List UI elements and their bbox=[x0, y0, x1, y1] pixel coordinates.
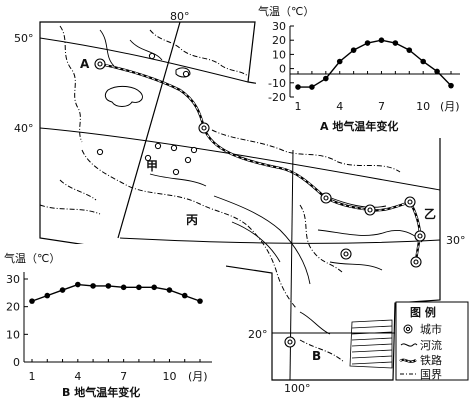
chart-b-point bbox=[90, 283, 96, 289]
chart-a-ytick-label: 10 bbox=[272, 48, 286, 61]
chart-a-ytick-label: -20 bbox=[268, 91, 286, 104]
lake bbox=[104, 85, 143, 107]
chart-a-point bbox=[336, 58, 343, 65]
chart-b-point bbox=[136, 284, 142, 291]
lat-label-40: 40° bbox=[14, 122, 34, 135]
chart-b-ytick-label: 0 bbox=[13, 356, 20, 369]
chart-a-bg bbox=[256, 0, 473, 138]
chart-b-ytick-label: 30 bbox=[6, 273, 20, 286]
point-label-yi: 乙 bbox=[424, 207, 436, 221]
chart-b-point bbox=[197, 298, 203, 304]
lat-label-20: 20° bbox=[248, 328, 268, 341]
legend-box bbox=[395, 301, 469, 381]
chart-a-point bbox=[448, 82, 454, 89]
chart-b-ytick-label: 20 bbox=[6, 301, 20, 314]
legend: 图 例 城市 河流 铁路 国界 bbox=[395, 301, 469, 381]
chart-a-point bbox=[309, 84, 315, 90]
chart-a-point bbox=[420, 58, 426, 65]
chart-b-ytick-label: 10 bbox=[6, 328, 20, 341]
chart-b-point bbox=[181, 292, 188, 299]
chart-b-point bbox=[29, 298, 35, 304]
chart-b-xtick-label: 4 bbox=[74, 370, 81, 383]
lon-label-100: 100° bbox=[284, 382, 311, 395]
lat-line-30 bbox=[119, 237, 441, 244]
chart-b: 气温（℃） 30 20 10 0 1 4 7 10 (月) B 地气温年变化 bbox=[0, 244, 226, 402]
chart-a-ytick-label: -10 bbox=[268, 77, 286, 90]
chart-a-point bbox=[406, 47, 413, 53]
lon-label-80: 80° bbox=[170, 10, 190, 23]
point-label-jia: 甲 bbox=[146, 159, 158, 173]
chart-b-caption: B 地气温年变化 bbox=[62, 385, 140, 399]
chart-b-xtick-label: 7 bbox=[120, 370, 127, 383]
point-label-b: B bbox=[312, 349, 321, 363]
chart-a-point bbox=[295, 84, 301, 90]
legend-label-city: 城市 bbox=[420, 322, 442, 336]
legend-title: 图 例 bbox=[410, 305, 436, 319]
chart-a-point bbox=[350, 47, 357, 53]
legend-label-border: 国界 bbox=[420, 368, 442, 381]
chart-a-xtick-label: 10 bbox=[416, 100, 430, 113]
chart-b-x-unit: (月) bbox=[188, 370, 208, 383]
railway-icon bbox=[399, 358, 417, 363]
hatched-region bbox=[349, 319, 393, 369]
chart-a-title: 气温（℃） bbox=[258, 4, 314, 18]
legend-label-river: 河流 bbox=[420, 338, 442, 352]
chart-a-xtick-label: 4 bbox=[336, 100, 343, 113]
chart-a-ytick-label: 0 bbox=[279, 63, 286, 76]
lat-line-50 bbox=[39, 37, 249, 83]
chart-b-point bbox=[120, 284, 127, 291]
legend-label-railway: 铁路 bbox=[420, 354, 442, 367]
chart-a-point bbox=[434, 68, 440, 75]
chart-a-xtick-label: 7 bbox=[378, 100, 385, 113]
city-icon bbox=[403, 324, 413, 334]
chart-a-caption: A 地气温年变化 bbox=[320, 119, 398, 133]
chart-a-ytick-label: 20 bbox=[272, 34, 286, 47]
chart-b-point bbox=[44, 292, 51, 299]
lat-label-50: 50° bbox=[14, 32, 34, 45]
chart-b-point bbox=[151, 284, 157, 291]
chart-a-point bbox=[323, 75, 329, 82]
cities bbox=[94, 58, 426, 348]
river-icon bbox=[400, 343, 418, 347]
small-towns bbox=[96, 52, 198, 176]
chart-b-point bbox=[166, 287, 173, 293]
chart-b-title: 气温（℃） bbox=[4, 251, 60, 265]
chart-b-point bbox=[75, 281, 81, 288]
borders bbox=[39, 25, 401, 363]
chart-a-x-unit: (月) bbox=[440, 100, 460, 113]
lat-label-30: 30° bbox=[446, 234, 466, 247]
point-label-bing: 丙 bbox=[186, 213, 198, 227]
point-label-a: A bbox=[80, 57, 90, 71]
chart-b-xtick-label: 1 bbox=[29, 370, 36, 383]
lon-line-80 bbox=[117, 21, 181, 239]
hatch-lines bbox=[351, 325, 393, 365]
chart-b-bg bbox=[0, 244, 226, 402]
chart-a-xtick-label: 1 bbox=[295, 100, 302, 113]
chart-a-point bbox=[364, 40, 371, 46]
chart-b-xtick-label: 10 bbox=[162, 370, 176, 383]
chart-a-point bbox=[392, 40, 399, 46]
chart-b-point bbox=[59, 287, 66, 293]
chart-a-point bbox=[378, 37, 385, 43]
chart-b-point bbox=[105, 283, 112, 289]
chart-a-ytick-label: 30 bbox=[272, 20, 286, 33]
